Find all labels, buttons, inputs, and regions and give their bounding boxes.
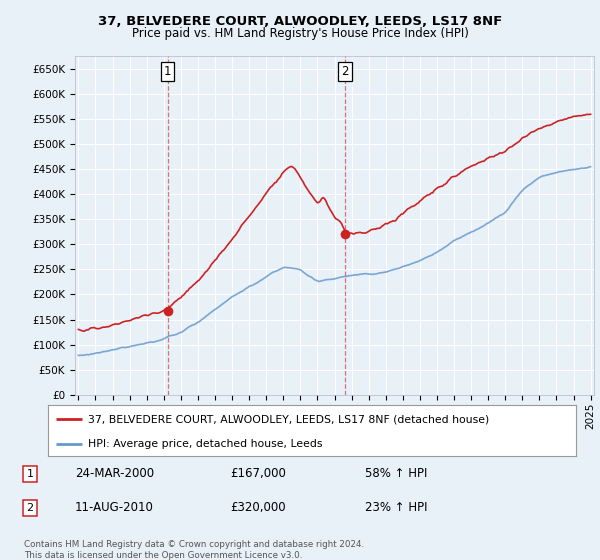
Text: 2: 2 bbox=[26, 503, 34, 513]
Text: 23% ↑ HPI: 23% ↑ HPI bbox=[365, 501, 427, 514]
Text: 58% ↑ HPI: 58% ↑ HPI bbox=[365, 467, 427, 480]
Text: 37, BELVEDERE COURT, ALWOODLEY, LEEDS, LS17 8NF (detached house): 37, BELVEDERE COURT, ALWOODLEY, LEEDS, L… bbox=[88, 414, 489, 424]
Text: 24-MAR-2000: 24-MAR-2000 bbox=[75, 467, 154, 480]
Text: HPI: Average price, detached house, Leeds: HPI: Average price, detached house, Leed… bbox=[88, 438, 322, 449]
Text: £167,000: £167,000 bbox=[230, 467, 286, 480]
Text: 1: 1 bbox=[26, 469, 34, 479]
Text: £320,000: £320,000 bbox=[230, 501, 286, 514]
Text: 2: 2 bbox=[341, 65, 349, 78]
Text: Price paid vs. HM Land Registry's House Price Index (HPI): Price paid vs. HM Land Registry's House … bbox=[131, 27, 469, 40]
Text: Contains HM Land Registry data © Crown copyright and database right 2024.
This d: Contains HM Land Registry data © Crown c… bbox=[24, 540, 364, 560]
Text: 37, BELVEDERE COURT, ALWOODLEY, LEEDS, LS17 8NF: 37, BELVEDERE COURT, ALWOODLEY, LEEDS, L… bbox=[98, 15, 502, 28]
Text: 1: 1 bbox=[164, 65, 172, 78]
Text: 11-AUG-2010: 11-AUG-2010 bbox=[75, 501, 154, 514]
